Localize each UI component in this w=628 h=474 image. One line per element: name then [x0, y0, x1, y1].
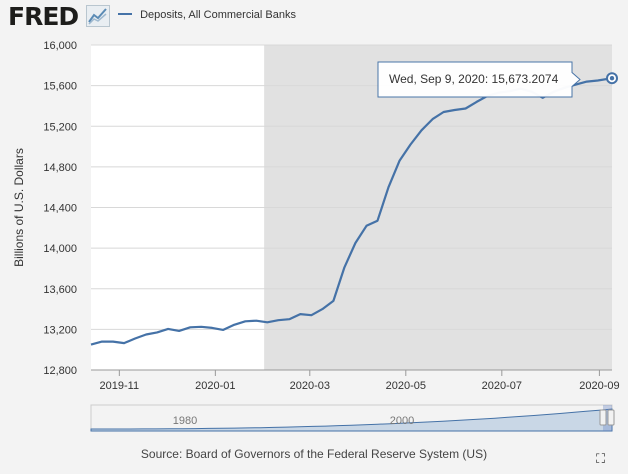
x-tick-label: 2019-11 — [100, 380, 140, 392]
y-tick-label: 13,200 — [43, 324, 77, 336]
fullscreen-icon[interactable]: ⛶ — [596, 451, 606, 466]
y-tick-label: 13,600 — [43, 284, 77, 296]
tooltip-box — [377, 61, 581, 98]
navigator-handle-right[interactable] — [607, 409, 615, 426]
x-tick-label: 2020-07 — [482, 380, 522, 392]
x-tick-label: 2020-09 — [579, 380, 619, 392]
y-tick-label: 12,800 — [43, 365, 77, 377]
x-tick-label: 2020-01 — [195, 380, 235, 392]
fred-logo[interactable]: FRED — [8, 2, 79, 31]
y-tick-label: 15,600 — [43, 81, 77, 93]
navigator-series — [90, 408, 613, 432]
y-tick-label: 14,800 — [43, 162, 77, 174]
legend-label: Deposits, All Commercial Banks — [140, 9, 296, 21]
navigator-label: 2000 — [390, 415, 414, 427]
tooltip-date: Wed, Sep 9, 2020: — [389, 72, 492, 86]
x-tick-label: 2020-03 — [290, 380, 330, 392]
navigator-handle-left[interactable] — [599, 409, 607, 426]
chart-header: FRED Deposits, All Commercial Banks — [0, 0, 628, 34]
y-tick-label: 14,400 — [43, 203, 77, 215]
tooltip-value: 15,673.2074 — [492, 72, 559, 86]
y-tick-label: 16,000 — [43, 40, 77, 52]
source-note: Source: Board of Governors of the Federa… — [140, 447, 488, 461]
y-tick-label: 14,000 — [43, 243, 77, 255]
chart-line-icon — [86, 5, 110, 27]
x-tick-label: 2020-05 — [386, 380, 426, 392]
legend-item[interactable]: Deposits, All Commercial Banks — [118, 9, 296, 21]
y-tick-label: 15,200 — [43, 121, 77, 133]
tooltip-text: Wed, Sep 9, 2020: 15,673.2074 — [389, 72, 559, 86]
navigator-label: 1980 — [173, 415, 197, 427]
legend-swatch — [118, 13, 132, 16]
y-axis-label: Billions of U.S. Dollars — [12, 148, 26, 267]
data-point-dot — [609, 75, 615, 81]
